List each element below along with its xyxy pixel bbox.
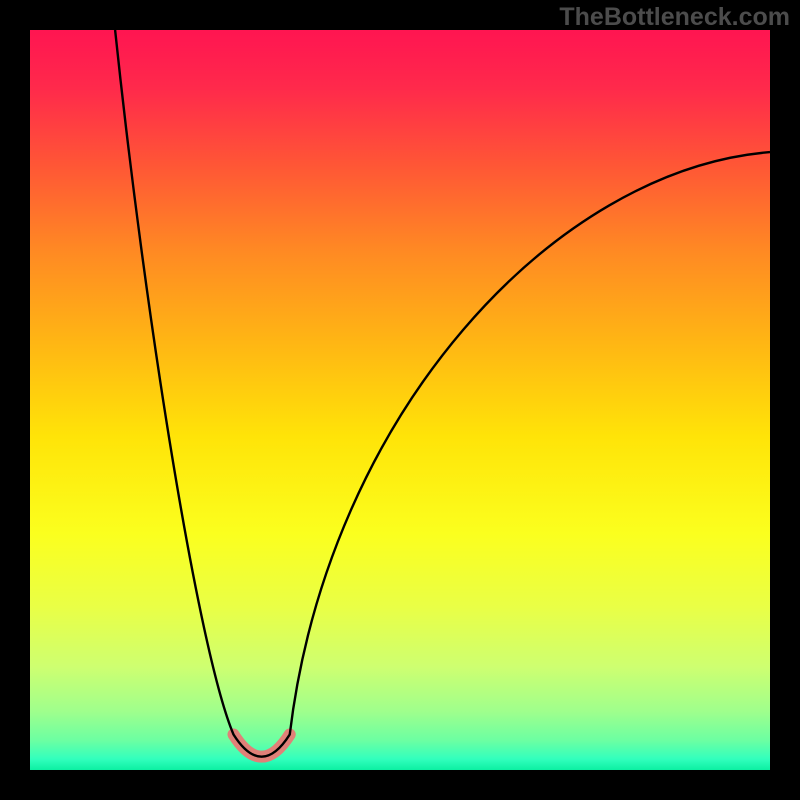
chart-stage: TheBottleneck.com <box>0 0 800 800</box>
watermark-text: TheBottleneck.com <box>559 3 790 32</box>
chart-svg <box>0 0 800 800</box>
plot-background <box>30 30 770 770</box>
